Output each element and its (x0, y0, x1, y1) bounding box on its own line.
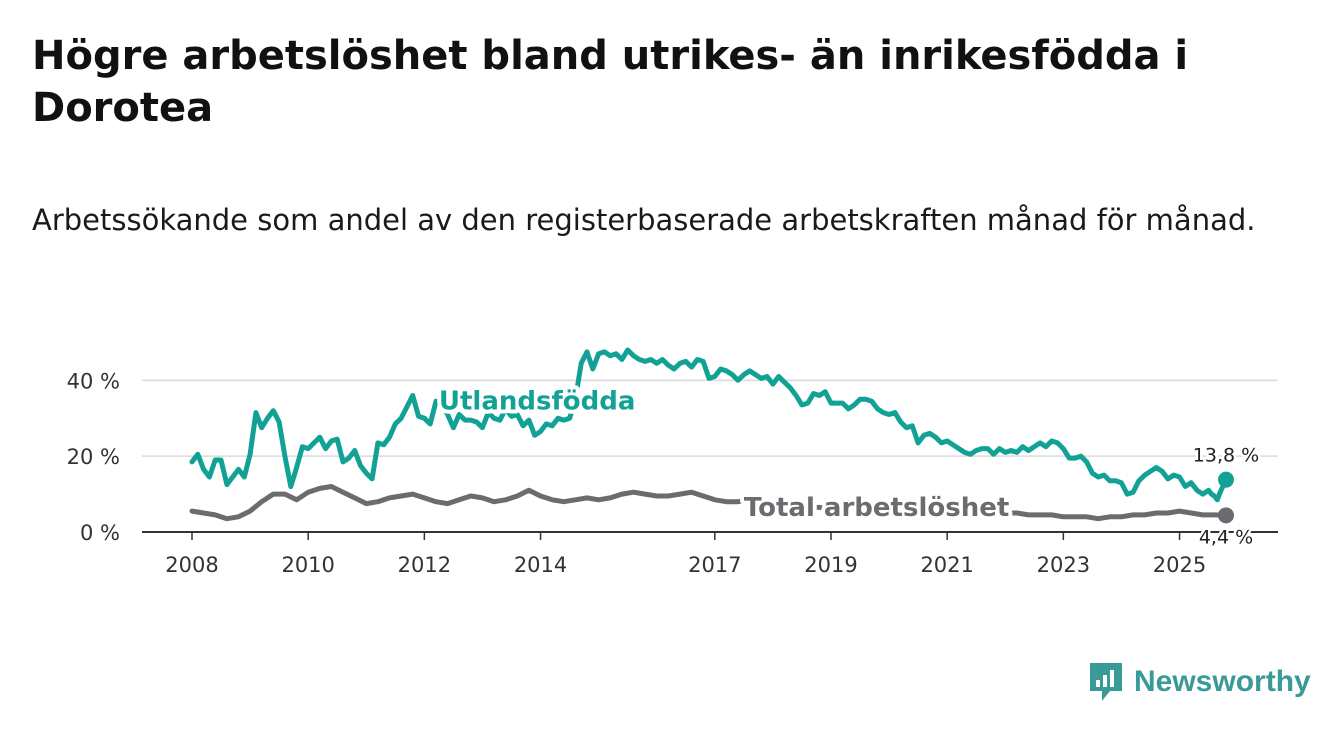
x-tick-label: 2010 (281, 553, 334, 577)
series-label-total: Total arbetslöshet (744, 493, 1009, 523)
x-tick-label: 2021 (920, 553, 973, 577)
y-tick-label: 40 % (67, 369, 120, 393)
gridlines (142, 379, 1278, 533)
x-tick-label: 2017 (688, 553, 741, 577)
end-label-utlandsfodda: 13,8 % (1193, 445, 1259, 467)
brand-name: Newsworthy (1134, 665, 1311, 698)
chart-subtitle: Arbetssökande som andel av den registerb… (32, 203, 1256, 237)
y-tick-label: 20 % (67, 445, 120, 469)
end-label-total: 4,4 % (1199, 526, 1253, 548)
x-axis-ticks: 2008 2010 2012 2014 2017 2019 2021 2023 2025 (165, 532, 1206, 577)
x-tick-label: 2019 (804, 553, 857, 577)
x-tick-label: 2012 (398, 553, 451, 577)
x-tick-label: 2014 (514, 553, 567, 577)
y-tick-label: 0 % (80, 521, 120, 545)
bar-chart-logo-icon (1090, 663, 1122, 701)
series-labels: Utlandsfödda Total arbetslöshet 13,8 % 4,4 … (435, 383, 1262, 551)
x-tick-label: 2023 (1037, 553, 1090, 577)
series-line-total (189, 484, 1229, 522)
x-tick-label: 2008 (165, 553, 218, 577)
y-axis-ticks: 0 % 20 % 40 % (67, 369, 120, 545)
chart-title: Högre arbetslöshet bland utrikes- än inr… (32, 33, 1189, 131)
x-tick-label: 2025 (1153, 553, 1206, 577)
end-point-total (1218, 507, 1234, 524)
end-point-utlandsfodda (1218, 471, 1234, 488)
series-label-utlandsfodda: Utlandsfödda (439, 387, 636, 417)
series-lines (189, 347, 1234, 524)
newsworthy-brand: Newsworthy (1088, 660, 1311, 704)
series-line-utlandsfodda (189, 347, 1229, 503)
